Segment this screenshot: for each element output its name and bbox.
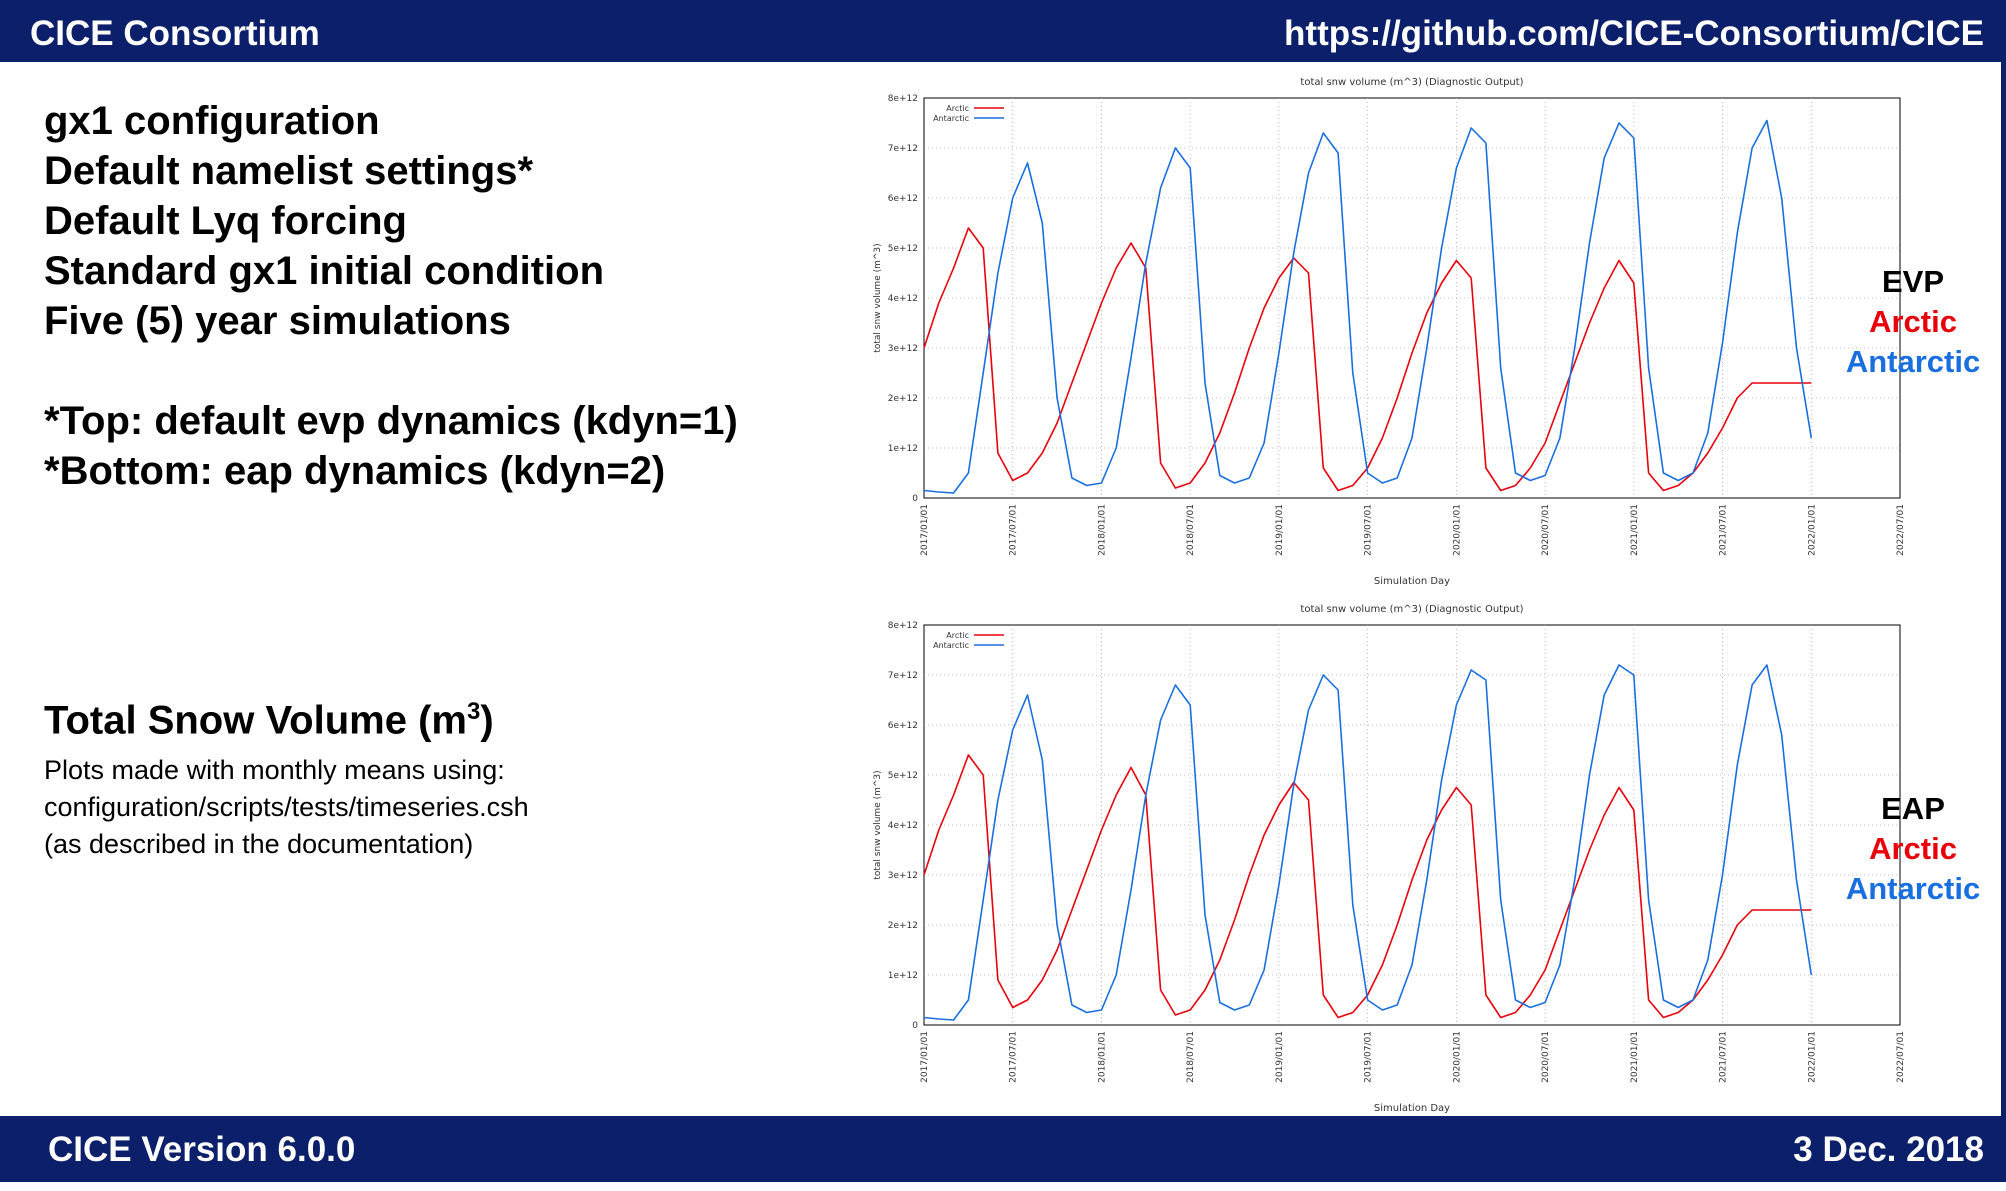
x-tick-label: 2017/07/01 bbox=[1009, 504, 1019, 556]
evp-label: EVP bbox=[1881, 264, 1945, 299]
eap-label-group: EAP Arctic Antarctic bbox=[1838, 789, 1988, 909]
eap-chart: total snw volume (m^3) (Diagnostic Outpu… bbox=[873, 604, 1906, 1114]
y-tick-label: 0 bbox=[912, 1021, 918, 1031]
x-tick-label: 2022/07/01 bbox=[1896, 504, 1906, 556]
version-text: CICE Version 6.0.0 bbox=[48, 1130, 356, 1169]
legend-label: Antarctic bbox=[933, 114, 969, 123]
y-axis-label: total snw volume (m^3) bbox=[873, 243, 883, 352]
legend-label: Antarctic bbox=[933, 641, 969, 650]
config-line: gx1 configuration bbox=[44, 99, 380, 143]
x-tick-label: 2019/01/01 bbox=[1275, 1031, 1285, 1083]
footer-bar: CICE Version 6.0.0 3 Dec. 2018 bbox=[0, 1116, 2006, 1182]
config-line: Standard gx1 initial condition bbox=[44, 249, 605, 293]
evp-arctic-label: Arctic bbox=[1869, 304, 1957, 339]
note-line: (as described in the documentation) bbox=[44, 829, 474, 859]
series-line-antarctic bbox=[923, 119, 1813, 494]
config-line: Five (5) year simulations bbox=[44, 299, 511, 343]
series-line-arctic bbox=[923, 227, 1812, 492]
x-tick-label: 2019/01/01 bbox=[1275, 504, 1285, 556]
x-tick-label: 2019/07/01 bbox=[1364, 1031, 1374, 1083]
y-tick-label: 6e+12 bbox=[888, 194, 918, 204]
x-tick-label: 2022/01/01 bbox=[1807, 1031, 1817, 1083]
series-line-antarctic bbox=[923, 664, 1813, 1021]
x-tick-label: 2018/01/01 bbox=[1097, 504, 1107, 556]
x-axis-label: Simulation Day bbox=[1374, 1103, 1450, 1114]
y-tick-label: 3e+12 bbox=[888, 871, 918, 881]
snow-title-text: Total Snow Volume (m bbox=[44, 698, 467, 743]
x-tick-label: 2017/07/01 bbox=[1009, 1031, 1019, 1083]
config-spacer bbox=[44, 346, 738, 396]
x-tick-label: 2017/01/01 bbox=[920, 504, 930, 556]
x-tick-label: 2018/07/01 bbox=[1186, 504, 1196, 556]
y-tick-label: 8e+12 bbox=[888, 621, 918, 631]
eap-antarctic-label: Antarctic bbox=[1845, 871, 1981, 906]
y-tick-label: 0 bbox=[912, 494, 918, 504]
x-tick-label: 2018/07/01 bbox=[1186, 1031, 1196, 1083]
note-line: configuration/scripts/tests/timeseries.c… bbox=[44, 792, 529, 822]
config-line: *Top: default evp dynamics (kdyn=1) bbox=[44, 399, 738, 443]
snow-volume-title: Total Snow Volume (m3) bbox=[44, 698, 494, 743]
y-tick-label: 1e+12 bbox=[888, 971, 918, 981]
y-tick-label: 2e+12 bbox=[888, 921, 918, 931]
x-tick-label: 2020/07/01 bbox=[1541, 504, 1551, 556]
x-tick-label: 2021/07/01 bbox=[1719, 504, 1729, 556]
config-line: Default namelist settings* bbox=[44, 149, 534, 193]
y-tick-label: 3e+12 bbox=[888, 344, 918, 354]
x-axis-label: Simulation Day bbox=[1374, 576, 1450, 587]
x-tick-label: 2020/07/01 bbox=[1541, 1031, 1551, 1083]
org-name: CICE Consortium bbox=[30, 14, 320, 53]
note-line: Plots made with monthly means using: bbox=[44, 755, 505, 785]
series-line-arctic bbox=[923, 754, 1812, 1019]
evp-antarctic-label: Antarctic bbox=[1845, 344, 1981, 379]
date-text: 3 Dec. 2018 bbox=[1793, 1130, 1984, 1169]
y-tick-label: 4e+12 bbox=[888, 294, 918, 304]
repo-url[interactable]: https://github.com/CICE-Consortium/CICE bbox=[1284, 14, 1984, 53]
y-tick-label: 6e+12 bbox=[888, 721, 918, 731]
y-tick-label: 5e+12 bbox=[888, 244, 918, 254]
y-tick-label: 1e+12 bbox=[888, 444, 918, 454]
evp-label-group: EVP Arctic Antarctic bbox=[1838, 262, 1988, 382]
x-tick-label: 2021/01/01 bbox=[1630, 1031, 1640, 1083]
y-tick-label: 8e+12 bbox=[888, 94, 918, 104]
x-tick-label: 2021/01/01 bbox=[1630, 504, 1640, 556]
legend-label: Arctic bbox=[946, 104, 969, 113]
eap-label: EAP bbox=[1881, 791, 1945, 826]
chart-title: total snw volume (m^3) (Diagnostic Outpu… bbox=[1300, 604, 1523, 615]
y-axis-label: total snw volume (m^3) bbox=[873, 770, 883, 879]
y-tick-label: 7e+12 bbox=[888, 144, 918, 154]
config-line: Default Lyq forcing bbox=[44, 199, 407, 243]
snow-title-sup: 3 bbox=[466, 698, 481, 725]
legend-label: Arctic bbox=[946, 631, 969, 640]
config-list: gx1 configuration Default namelist setti… bbox=[44, 96, 738, 496]
x-tick-label: 2021/07/01 bbox=[1719, 1031, 1729, 1083]
y-tick-label: 5e+12 bbox=[888, 771, 918, 781]
header-bar: CICE Consortium https://github.com/CICE-… bbox=[0, 0, 2006, 62]
chart-title: total snw volume (m^3) (Diagnostic Outpu… bbox=[1300, 77, 1523, 88]
x-tick-label: 2017/01/01 bbox=[920, 1031, 930, 1083]
plot-notes: Plots made with monthly means using: con… bbox=[44, 752, 529, 863]
x-tick-label: 2019/07/01 bbox=[1364, 504, 1374, 556]
y-tick-label: 7e+12 bbox=[888, 671, 918, 681]
snow-title-end: ) bbox=[480, 698, 494, 743]
y-tick-label: 4e+12 bbox=[888, 821, 918, 831]
y-tick-label: 2e+12 bbox=[888, 394, 918, 404]
x-tick-label: 2022/07/01 bbox=[1896, 1031, 1906, 1083]
evp-chart: total snw volume (m^3) (Diagnostic Outpu… bbox=[873, 77, 1906, 587]
x-tick-label: 2020/01/01 bbox=[1452, 1031, 1462, 1083]
eap-arctic-label: Arctic bbox=[1869, 831, 1957, 866]
x-tick-label: 2020/01/01 bbox=[1452, 504, 1462, 556]
x-tick-label: 2018/01/01 bbox=[1097, 1031, 1107, 1083]
config-line: *Bottom: eap dynamics (kdyn=2) bbox=[44, 449, 666, 493]
x-tick-label: 2022/01/01 bbox=[1807, 504, 1817, 556]
right-border bbox=[2001, 62, 2006, 1116]
